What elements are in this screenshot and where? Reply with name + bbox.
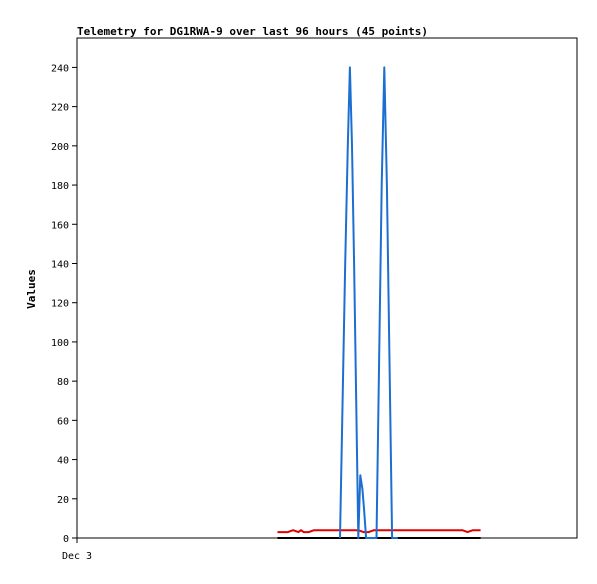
x-axis-ticks: Dec 3 <box>62 538 92 562</box>
y-tick-label: 180 <box>51 181 69 192</box>
y-tick-label: 60 <box>57 416 69 427</box>
x-tick-label: Dec 3 <box>62 551 92 562</box>
y-tick-label: 80 <box>57 377 69 388</box>
y-tick-label: 0 <box>63 534 69 545</box>
y-tick-label: 140 <box>51 259 69 270</box>
y-tick-label: 120 <box>51 299 69 310</box>
y-tick-label: 200 <box>51 142 69 153</box>
y-tick-label: 160 <box>51 220 69 231</box>
y-tick-label: 20 <box>57 495 69 506</box>
y-axis-ticks: 0 20 40 60 80 100 120 140 160 180 200 220 240 <box>51 63 77 545</box>
series-line-2 <box>339 66 398 539</box>
series-group <box>277 66 481 539</box>
y-axis-label: Values <box>25 269 38 309</box>
plot-frame <box>76 37 578 539</box>
y-tick-label: 240 <box>51 63 69 74</box>
chart-title: Telemetry for DG1RWA-9 over last 96 hour… <box>77 25 428 38</box>
series-line-1 <box>277 529 481 534</box>
y-tick-label: 100 <box>51 338 69 349</box>
y-tick-label: 40 <box>57 456 69 467</box>
y-tick-label: 220 <box>51 103 69 114</box>
